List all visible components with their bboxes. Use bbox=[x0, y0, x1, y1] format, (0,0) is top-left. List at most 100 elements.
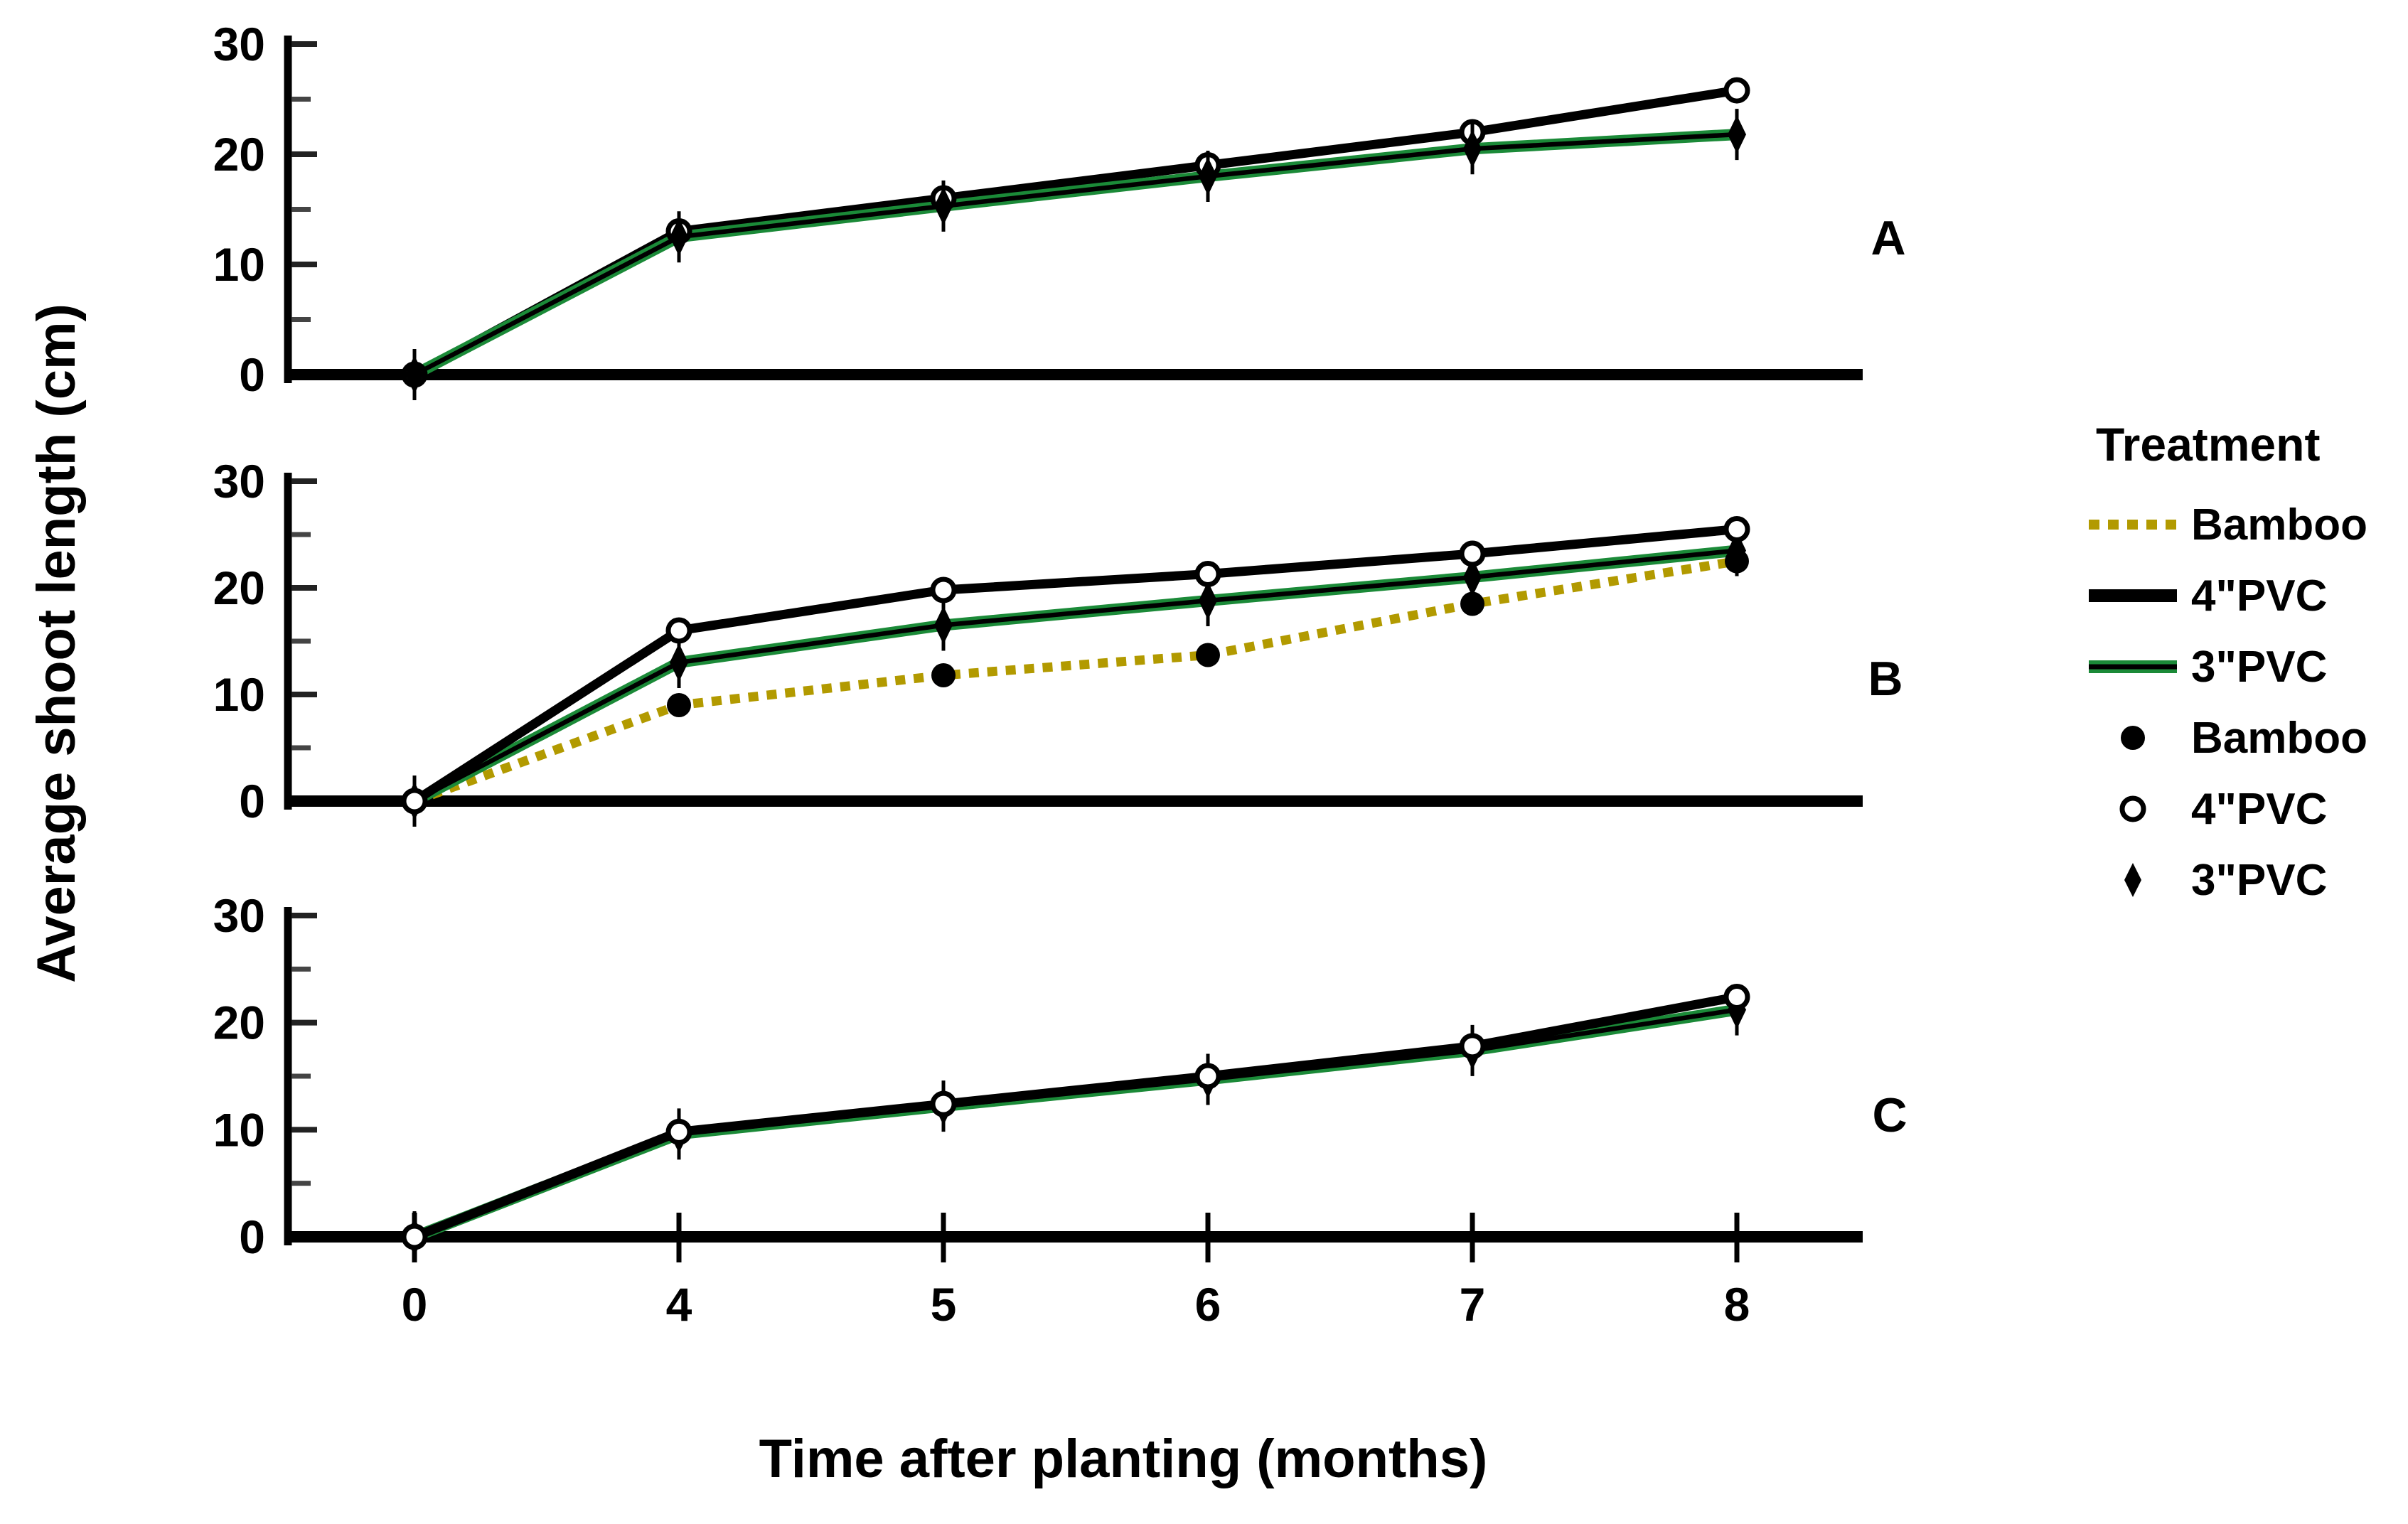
x-tick-label: 4 bbox=[666, 1278, 692, 1331]
diamond-marker bbox=[670, 218, 688, 257]
x-tick bbox=[1205, 1213, 1211, 1262]
x-tick-label: 5 bbox=[931, 1278, 957, 1331]
y-axis-spine bbox=[284, 36, 292, 383]
y-minor-tick bbox=[291, 745, 311, 751]
series-line-green bbox=[412, 129, 1738, 380]
legend: Treatment Bamboo 4"PVC 3"PVC Bamboo 4"PVC 3"P… bbox=[2089, 418, 2367, 905]
legend-items: Bamboo 4"PVC 3"PVC Bamboo 4"PVC 3"PVC bbox=[2089, 500, 2367, 905]
y-minor-tick bbox=[291, 532, 311, 537]
filled-circle-marker bbox=[2121, 726, 2145, 750]
y-tick-label: 20 bbox=[213, 562, 265, 614]
y-major-tick bbox=[291, 913, 317, 918]
y-tick-label: 30 bbox=[213, 18, 265, 70]
open-circle-marker bbox=[665, 1118, 692, 1145]
panel-c-label: C bbox=[1872, 1088, 1907, 1142]
open-circle-marker bbox=[930, 1090, 957, 1117]
y-minor-tick bbox=[291, 207, 311, 212]
diamond-marker bbox=[670, 643, 688, 682]
x-tick-label: 6 bbox=[1195, 1278, 1221, 1331]
series-line-green-core bbox=[413, 548, 1738, 803]
x-tick bbox=[941, 1213, 946, 1262]
y-major-tick bbox=[291, 692, 317, 697]
y-tick-label: 20 bbox=[213, 997, 265, 1049]
panel-a-label: A bbox=[1871, 211, 1905, 265]
y-axis-spine bbox=[284, 473, 292, 810]
y-major-tick bbox=[291, 1127, 317, 1133]
legend-item: Bamboo bbox=[2089, 500, 2367, 549]
x-tick-label: 8 bbox=[1724, 1278, 1750, 1331]
legend-item: 4"PVC bbox=[2119, 785, 2327, 834]
y-tick-label: 20 bbox=[213, 128, 265, 181]
diamond-marker bbox=[1463, 558, 1482, 596]
y-tick-label: 10 bbox=[213, 668, 265, 721]
series-line-green bbox=[412, 1004, 1738, 1243]
legend-item: 3"PVC bbox=[2089, 643, 2327, 692]
x-tick bbox=[1734, 1213, 1740, 1262]
open-circle-marker bbox=[1194, 1063, 1221, 1090]
x-axis-baseline bbox=[284, 795, 1863, 807]
legend-diamond-swatch bbox=[2124, 863, 2141, 897]
filled-circle-marker bbox=[667, 693, 691, 717]
y-axis-spine bbox=[284, 907, 292, 1245]
open-circle-marker bbox=[401, 1223, 428, 1250]
y-minor-tick bbox=[291, 97, 311, 102]
diamond-marker bbox=[405, 355, 424, 394]
series-line-black bbox=[412, 992, 1738, 1242]
filled-circle-marker bbox=[1196, 643, 1220, 667]
x-axis-baseline bbox=[284, 369, 1863, 380]
series-line-dotted bbox=[412, 557, 1738, 806]
y-minor-tick bbox=[291, 638, 311, 644]
y-tick-label: 0 bbox=[239, 348, 265, 401]
y-tick-label: 0 bbox=[239, 775, 265, 827]
diamond-marker bbox=[1199, 581, 1217, 620]
panel-b-label: B bbox=[1868, 652, 1903, 706]
open-circle-marker bbox=[930, 576, 957, 603]
y-tick-label: 30 bbox=[213, 455, 265, 508]
series-line-black bbox=[412, 525, 1738, 805]
y-tick-label: 0 bbox=[239, 1211, 265, 1263]
y-major-tick bbox=[291, 478, 317, 484]
open-circle-marker bbox=[1723, 516, 1750, 542]
legend-item: Bamboo bbox=[2121, 714, 2367, 763]
x-axis-title: Time after planting (months) bbox=[759, 1429, 1488, 1489]
legend-item: 3"PVC bbox=[2124, 856, 2327, 905]
y-tick-label: 10 bbox=[213, 238, 265, 291]
y-minor-tick bbox=[291, 1073, 311, 1079]
open-circle-marker bbox=[1459, 540, 1486, 567]
y-tick-label: 30 bbox=[213, 889, 265, 942]
diamond-marker bbox=[934, 606, 953, 645]
legend-item-label: 3"PVC bbox=[2191, 856, 2327, 905]
legend-item-label: 4"PVC bbox=[2191, 785, 2327, 834]
open-circle-marker bbox=[1194, 561, 1221, 587]
y-minor-tick bbox=[291, 966, 311, 972]
legend-title: Treatment bbox=[2096, 418, 2320, 471]
diamond-marker bbox=[1728, 115, 1746, 154]
y-major-tick bbox=[291, 1019, 317, 1026]
legend-item-label: 4"PVC bbox=[2191, 572, 2327, 621]
x-tick bbox=[1470, 1213, 1475, 1262]
series-line-green-core bbox=[413, 132, 1738, 377]
legend-item-label: 3"PVC bbox=[2191, 643, 2327, 692]
x-axis-baseline bbox=[284, 1231, 1863, 1243]
filled-circle-marker bbox=[1460, 591, 1484, 616]
y-major-tick bbox=[291, 585, 317, 591]
open-circle-marker bbox=[665, 617, 692, 644]
y-major-tick bbox=[291, 41, 317, 47]
open-circle-marker bbox=[401, 788, 428, 815]
y-minor-tick bbox=[291, 317, 311, 322]
diamond-marker bbox=[934, 186, 953, 225]
diamond-marker bbox=[1463, 129, 1482, 168]
y-major-tick bbox=[291, 151, 317, 157]
x-tick-label: 7 bbox=[1460, 1278, 1486, 1331]
panel-a: 0 10 20 30 bbox=[213, 18, 1863, 401]
filled-circle-marker bbox=[931, 663, 956, 687]
legend-item: 4"PVC bbox=[2089, 572, 2327, 621]
y-axis-title: Average shoot length (cm) bbox=[26, 304, 87, 983]
x-tick-label: 0 bbox=[402, 1278, 428, 1331]
open-circle-marker bbox=[1723, 984, 1750, 1011]
panel-c: 0 10 20 30 0 4 5 6 7 8 bbox=[213, 889, 1863, 1331]
diamond-marker bbox=[1199, 157, 1217, 195]
y-major-tick bbox=[291, 262, 317, 267]
open-circle-marker bbox=[1723, 77, 1750, 104]
